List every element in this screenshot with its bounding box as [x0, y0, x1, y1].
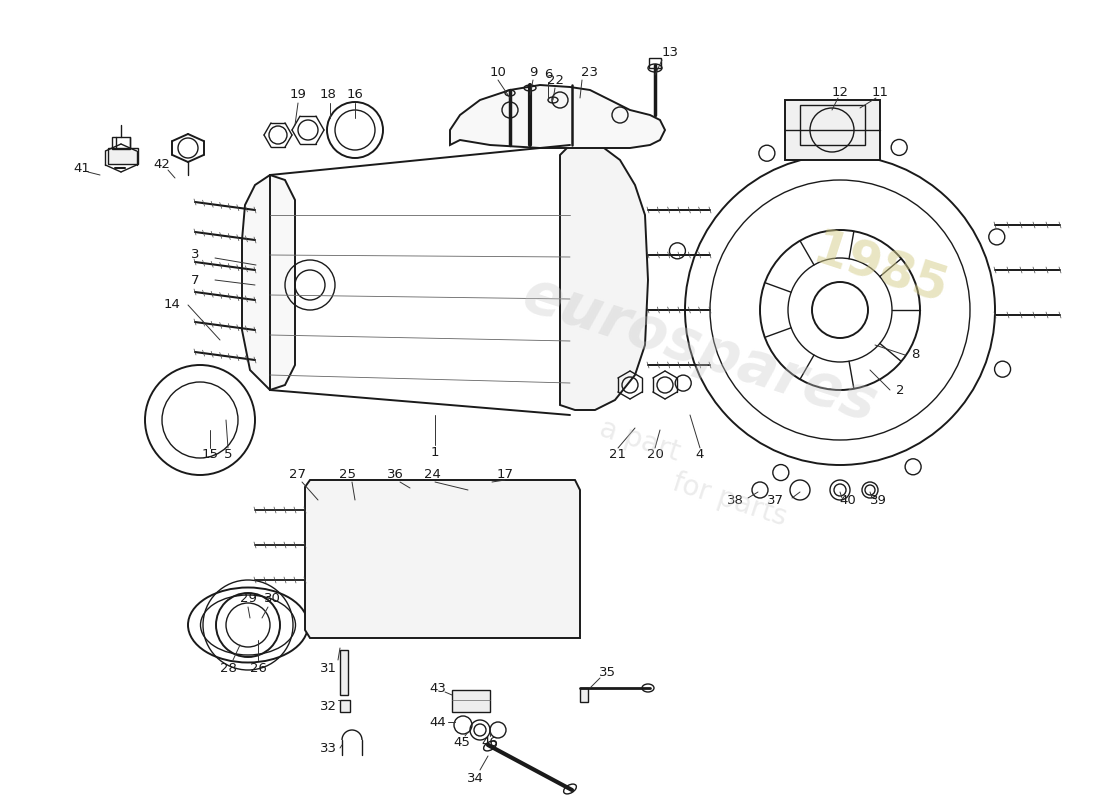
Text: 13: 13 [661, 46, 679, 58]
Bar [785, 100, 880, 160]
Text: 27: 27 [289, 469, 307, 482]
Text: 34: 34 [466, 771, 483, 785]
Text: 8: 8 [911, 349, 920, 362]
Text: 32: 32 [319, 699, 337, 713]
Polygon shape [242, 175, 295, 390]
Text: for parts: for parts [669, 468, 791, 532]
Bar [340, 650, 348, 695]
Text: 21: 21 [609, 449, 627, 462]
Text: 44: 44 [430, 715, 447, 729]
Text: 26: 26 [250, 662, 266, 674]
Polygon shape [560, 140, 648, 410]
Text: 43: 43 [430, 682, 447, 694]
Text: 15: 15 [201, 449, 219, 462]
Text: 31: 31 [319, 662, 337, 674]
Text: 30: 30 [264, 591, 280, 605]
Text: 42: 42 [154, 158, 170, 171]
Text: 25: 25 [340, 469, 356, 482]
Text: 20: 20 [647, 449, 663, 462]
Text: 35: 35 [598, 666, 616, 678]
Text: 22: 22 [547, 74, 563, 86]
Text: 23: 23 [582, 66, 598, 78]
Text: 6: 6 [543, 69, 552, 82]
Text: 12: 12 [832, 86, 848, 98]
Polygon shape [305, 480, 580, 638]
Text: 29: 29 [240, 591, 256, 605]
Bar [649, 58, 661, 68]
Text: 41: 41 [74, 162, 90, 174]
Text: 46: 46 [482, 735, 498, 749]
Bar [452, 690, 490, 712]
Text: 14: 14 [164, 298, 180, 311]
Text: 16: 16 [346, 89, 363, 102]
Text: 37: 37 [767, 494, 783, 506]
Text: 2: 2 [895, 383, 904, 397]
Text: 39: 39 [870, 494, 887, 506]
Text: 4: 4 [696, 449, 704, 462]
Text: 19: 19 [289, 89, 307, 102]
Text: 33: 33 [319, 742, 337, 754]
Polygon shape [450, 85, 666, 148]
Bar [340, 700, 350, 712]
Text: eurospares: eurospares [516, 266, 884, 434]
Text: 9: 9 [529, 66, 537, 78]
Text: 5: 5 [223, 449, 232, 462]
Text: 45: 45 [453, 735, 471, 749]
Bar [108, 148, 138, 164]
Text: 38: 38 [727, 494, 744, 506]
Text: 17: 17 [496, 469, 514, 482]
Text: 11: 11 [871, 86, 889, 98]
Text: 28: 28 [220, 662, 236, 674]
Text: 1: 1 [431, 446, 439, 458]
Text: 24: 24 [424, 469, 440, 482]
Text: 10: 10 [490, 66, 506, 78]
Text: 7: 7 [190, 274, 199, 286]
Text: 36: 36 [386, 469, 404, 482]
Text: 40: 40 [839, 494, 857, 506]
Text: 3: 3 [190, 249, 199, 262]
Bar [580, 688, 588, 702]
Bar [112, 137, 130, 149]
Text: 1985: 1985 [806, 226, 954, 314]
Text: a part: a part [596, 414, 684, 466]
Bar [800, 105, 865, 145]
Text: 18: 18 [320, 89, 337, 102]
